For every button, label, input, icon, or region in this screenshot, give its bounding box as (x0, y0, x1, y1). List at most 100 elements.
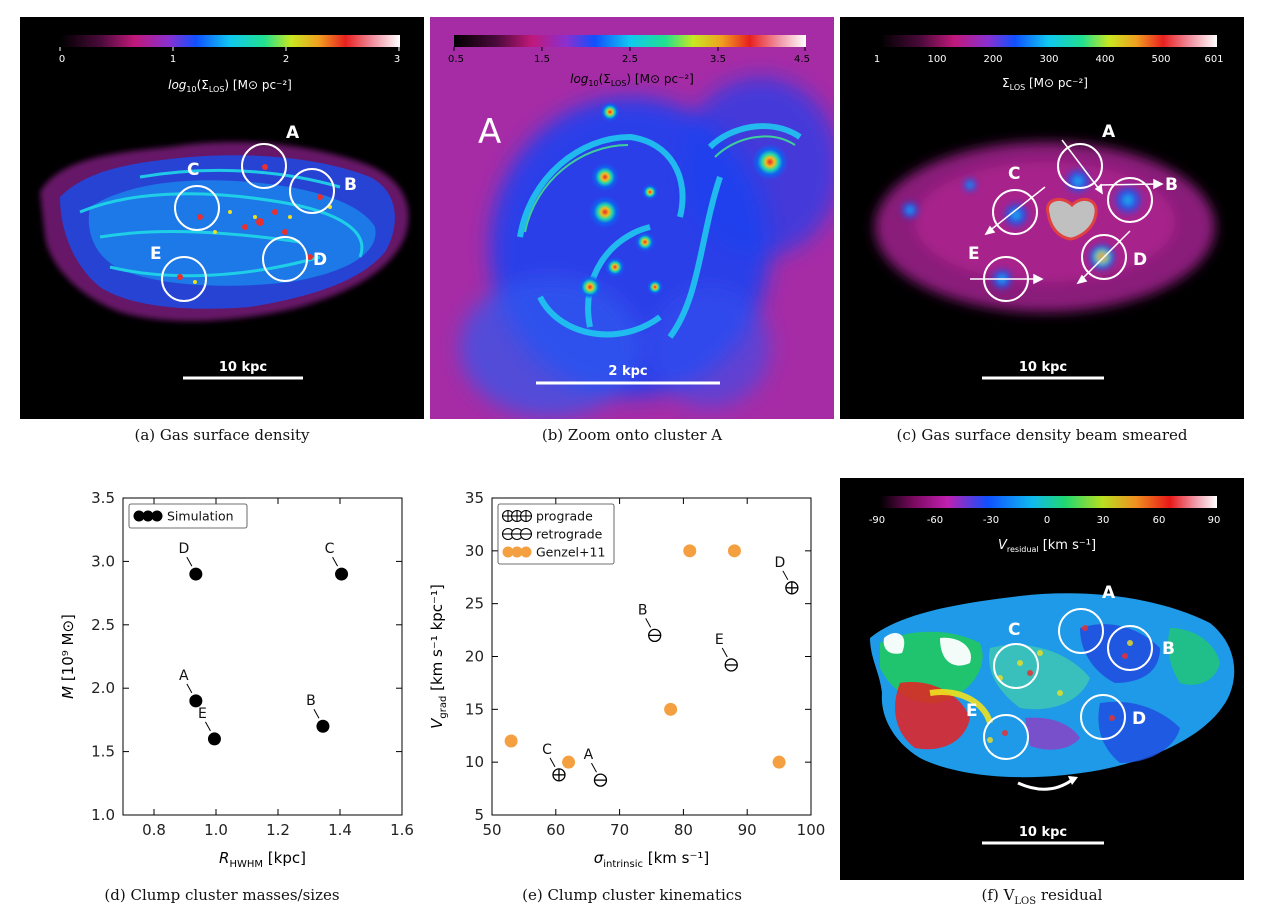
x-ticks: 0.8 1.0 1.2 1.4 1.6 (142, 498, 414, 839)
point-label: A (179, 668, 189, 684)
colorbar-c-tick: 500 (1151, 54, 1170, 65)
point-marker (727, 544, 741, 558)
point-label-leader (591, 762, 597, 773)
legend-box (128, 503, 248, 529)
panel-f-velocity-residual: -90 -60 -30 0 30 60 90 Vresidual [km s⁻¹… (840, 478, 1244, 880)
velocity-arrows (970, 139, 1164, 285)
point-label: B (638, 602, 648, 618)
colorbar-b-label: log10(ΣLOS) [M⊙ pc⁻²] (570, 72, 694, 88)
colorbar-f-tick: 30 (1097, 515, 1110, 526)
legend: Simulation (128, 503, 248, 529)
point-label-leader (332, 556, 338, 567)
point-label-leader (782, 570, 789, 581)
colorbar-a-tick: 0 (59, 54, 65, 65)
legend-entry: retrograde (536, 527, 603, 542)
legend-entry: Simulation (167, 509, 234, 524)
colorbar-f-tick: -90 (869, 515, 885, 526)
clump-label-c: C (1008, 620, 1020, 640)
colorbar-b (454, 35, 806, 47)
x-tick-label: 100 (797, 821, 826, 839)
x-ticks: 50 60 70 80 90 100 (482, 498, 825, 839)
colorbar-c-tick: 400 (1095, 54, 1114, 65)
clump-label-a: A (286, 123, 300, 143)
y-tick-label: 30 (465, 542, 484, 560)
colorbar-c-tick: 100 (927, 54, 946, 65)
colorbar-c-tick: 300 (1039, 54, 1058, 65)
y-tick-label: 2.0 (91, 679, 115, 697)
x-axis-label: σintrinsic [km s⁻¹] (594, 849, 710, 870)
clump-circle-c (993, 643, 1039, 689)
colorbar-a (60, 35, 400, 47)
data-point: A (584, 747, 608, 787)
point-marker (562, 755, 576, 769)
scalebar-label: 10 kpc (1019, 825, 1067, 840)
panel-b-zoom-cluster-a: 0.5 1.5 2.5 3.5 4.5 log10(ΣLOS) [M⊙ pc⁻²… (430, 17, 834, 419)
point-marker (335, 567, 349, 581)
clump-label-d: D (313, 250, 327, 270)
scalebar-label: 10 kpc (1019, 360, 1067, 375)
scalebar-label: 2 kpc (608, 364, 647, 379)
clump-label-c: C (1008, 164, 1020, 184)
point-marker (316, 719, 330, 733)
clump-circle-d (262, 236, 308, 282)
data-point: A (179, 668, 203, 708)
legend-marker (151, 510, 163, 522)
panel-e-kinematics-chart: 50 60 70 80 90 100 5 10 15 20 25 30 35 C D A B E progra… (430, 478, 840, 873)
colorbar-f (880, 496, 1217, 508)
clump-label-e: E (150, 244, 162, 264)
clump-circle-e (161, 256, 207, 302)
point-label-leader (205, 721, 211, 732)
clump-label-b: B (1162, 639, 1175, 659)
colorbar-f-label: Vresidual [km s⁻¹] (998, 538, 1096, 554)
plot-frame (122, 497, 403, 816)
y-tick-label: 1.5 (91, 743, 115, 761)
clump-circle-c (992, 189, 1038, 235)
data-point: D (774, 555, 799, 595)
clump-label-b: B (1165, 175, 1178, 195)
galaxy-velocity-field (870, 593, 1235, 778)
clump-label-e: E (966, 701, 978, 721)
point-label: B (306, 693, 316, 709)
colorbar-f-tick: 0 (1044, 515, 1050, 526)
point-label: D (774, 555, 785, 571)
x-tick-label: 1.6 (390, 821, 414, 839)
clump-label-b: B (344, 175, 357, 195)
data-point (727, 544, 741, 558)
y-tick-label: 2.5 (91, 616, 115, 634)
y-tick-label: 10 (465, 753, 484, 771)
point-label: C (325, 541, 335, 557)
dense-clumps (578, 102, 788, 299)
x-tick-label: 80 (674, 821, 693, 839)
mass-size-scatter: 0.8 1.0 1.2 1.4 1.6 1.0 1.5 2.0 2.5 3.0 3.5 A B C D E… (59, 489, 414, 870)
x-axis-label: RHWHM [kpc] (219, 849, 306, 870)
y-ticks: 5 10 15 20 25 30 35 (465, 489, 811, 824)
data-points: C D A B E (504, 544, 799, 787)
clump-circle-b (1107, 177, 1153, 223)
clump-circle-b (1107, 625, 1153, 671)
legend-marker (133, 510, 145, 522)
point-marker (664, 702, 678, 716)
point-marker (189, 567, 203, 581)
beam-smeared-map: 1 100 200 300 400 500 601 ΣLOS [M⊙ pc⁻²] (874, 35, 1224, 380)
colorbar-c-label: ΣLOS [M⊙ pc⁻²] (1002, 76, 1088, 92)
legend-entry: Genzel+11 (536, 545, 605, 560)
zoom-density-map: 0.5 1.5 2.5 3.5 4.5 log10(ΣLOS) [M⊙ pc⁻²… (430, 17, 834, 419)
x-tick-label: 60 (546, 821, 565, 839)
colorbar-c-tick: 1 (874, 54, 880, 65)
point-label: C (542, 742, 552, 758)
data-point (772, 755, 786, 769)
colorbar-b-tick: 2.5 (622, 54, 638, 65)
rotation-arrow-head (1068, 776, 1078, 785)
x-tick-label: 90 (738, 821, 757, 839)
point-label-leader (645, 618, 652, 628)
point-marker (504, 734, 518, 748)
data-point: B (638, 602, 662, 643)
clump-circle-b (289, 168, 335, 214)
data-points: A B C D E (178, 541, 349, 746)
clump-circle-e (983, 714, 1029, 760)
clump-label-e: E (968, 244, 980, 264)
x-tick-label: 1.2 (266, 821, 290, 839)
legend-marker (520, 546, 532, 558)
clump-circle-a (1058, 608, 1104, 654)
data-point (504, 734, 518, 748)
